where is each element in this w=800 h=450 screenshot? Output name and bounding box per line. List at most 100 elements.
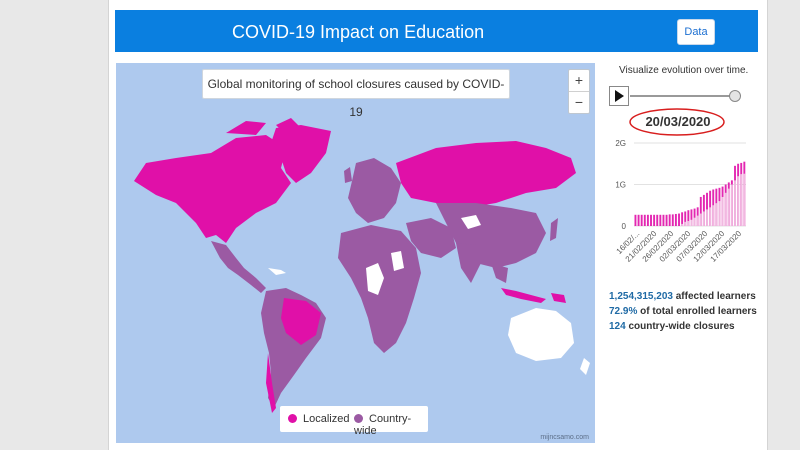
bar-localized xyxy=(681,212,684,226)
bar-countrywide xyxy=(727,188,730,226)
bar-localized xyxy=(693,208,696,226)
bar-countrywide xyxy=(696,215,699,226)
region-europe xyxy=(348,158,401,223)
legend-item-localized[interactable]: Localized xyxy=(288,413,349,425)
bar-localized xyxy=(640,214,643,226)
stat-value: 72.9% xyxy=(609,306,638,317)
region-brazil xyxy=(281,298,321,345)
region-mexico xyxy=(211,241,266,293)
current-date: 20/03/2020 xyxy=(645,114,711,129)
bar-localized xyxy=(650,214,652,226)
y-tick-label: 1G xyxy=(615,181,626,190)
map-title: Global monitoring of school closures cau… xyxy=(202,69,510,119)
bar-countrywide xyxy=(712,205,715,226)
bar-countrywide xyxy=(718,201,721,226)
bar-countrywide xyxy=(706,209,708,226)
bar-countrywide xyxy=(702,211,705,226)
zoom-out-button[interactable]: − xyxy=(569,91,589,113)
bar-localized xyxy=(646,214,649,226)
bar-countrywide xyxy=(687,221,690,226)
region-australia xyxy=(508,308,574,361)
bar-localized xyxy=(671,214,674,226)
region-middle-east xyxy=(406,218,456,258)
region-sea xyxy=(491,263,508,283)
stats-panel: 1,254,315,203 affected learners 72.9% of… xyxy=(609,289,757,334)
bar-countrywide xyxy=(690,219,693,226)
timeline-slider-handle[interactable] xyxy=(729,90,741,102)
bar-localized xyxy=(662,214,665,226)
stat-value: 124 xyxy=(609,321,626,332)
app-header: COVID-19 Impact on Education Data xyxy=(115,10,758,52)
bar-countrywide xyxy=(724,192,727,226)
bar-localized xyxy=(674,213,677,226)
stat-text: country-wide closures xyxy=(625,321,735,332)
bar-countrywide xyxy=(737,176,740,226)
stat-affected-learners: 1,254,315,203 affected learners xyxy=(609,289,757,304)
stat-value: 1,254,315,203 xyxy=(609,291,673,302)
bar-countrywide xyxy=(721,196,724,226)
closures-bar-chart: 2G1G016/02/...21/02/202026/02/202002/03/… xyxy=(615,139,746,264)
map-svg[interactable] xyxy=(116,63,595,443)
bar-localized xyxy=(668,214,671,226)
bar-countrywide xyxy=(693,217,696,226)
bar-countrywide xyxy=(715,203,718,226)
region-africa-open xyxy=(366,251,404,295)
timeline-caption: Visualize evolution over time. xyxy=(619,65,749,76)
bar-localized xyxy=(637,214,640,226)
bar-countrywide xyxy=(740,174,743,226)
bar-countrywide xyxy=(730,184,733,226)
stat-text: of total enrolled learners xyxy=(637,306,757,317)
region-new-zealand xyxy=(580,358,590,375)
y-tick-label: 0 xyxy=(622,222,627,231)
bar-localized xyxy=(678,213,680,226)
bar-localized xyxy=(643,214,646,226)
legend-dot-countrywide xyxy=(354,414,363,423)
bar-localized xyxy=(665,214,668,226)
legend-label-localized: Localized xyxy=(303,413,350,425)
bar-localized xyxy=(706,192,708,226)
region-russia xyxy=(396,141,576,208)
bar-countrywide xyxy=(734,180,736,226)
region-india xyxy=(456,243,481,283)
bar-countrywide xyxy=(743,173,746,226)
world-map[interactable]: Global monitoring of school closures cau… xyxy=(116,63,595,443)
legend-label-countrywide: Country-wide xyxy=(354,413,412,437)
bar-countrywide xyxy=(684,221,687,226)
play-button[interactable] xyxy=(609,86,629,106)
stat-countrywide-closures: 124 country-wide closures xyxy=(609,319,757,334)
legend-item-countrywide[interactable]: Country-wide xyxy=(354,413,428,437)
region-asia-open xyxy=(461,215,481,229)
region-caribbean xyxy=(268,268,286,275)
timeline-slider-track[interactable] xyxy=(630,95,734,97)
play-icon xyxy=(615,90,624,102)
date-highlight-ellipse xyxy=(629,108,725,136)
bar-localized xyxy=(684,211,687,226)
bar-localized xyxy=(687,210,690,226)
bar-localized xyxy=(699,196,702,226)
stat-percent-enrolled: 72.9% of total enrolled learners xyxy=(609,304,757,319)
region-png xyxy=(551,293,566,303)
bar-localized xyxy=(702,194,705,226)
bar-localized xyxy=(634,214,637,226)
zoom-in-button[interactable]: + xyxy=(574,72,584,88)
map-credit: mijncsamo.com xyxy=(540,434,589,441)
highlight-ellipse-shape xyxy=(629,108,725,136)
bar-localized xyxy=(656,214,659,226)
zoom-control: + − xyxy=(568,69,590,114)
region-north-america xyxy=(134,135,291,243)
bar-countrywide xyxy=(709,207,712,226)
region-uk xyxy=(344,167,352,183)
bar-localized xyxy=(659,214,662,226)
region-asia xyxy=(436,203,546,268)
data-button[interactable]: Data xyxy=(677,19,715,45)
stat-text: affected learners xyxy=(672,291,756,302)
map-legend: Localized Country-wide xyxy=(280,406,428,437)
page-title: COVID-19 Impact on Education xyxy=(232,22,485,42)
bar-countrywide xyxy=(699,213,702,226)
bar-localized xyxy=(653,214,656,226)
region-indonesia xyxy=(501,288,546,303)
region-chile xyxy=(266,353,276,413)
legend-dot-localized xyxy=(288,414,297,423)
y-tick-label: 2G xyxy=(615,139,626,148)
bar-localized xyxy=(690,209,693,226)
